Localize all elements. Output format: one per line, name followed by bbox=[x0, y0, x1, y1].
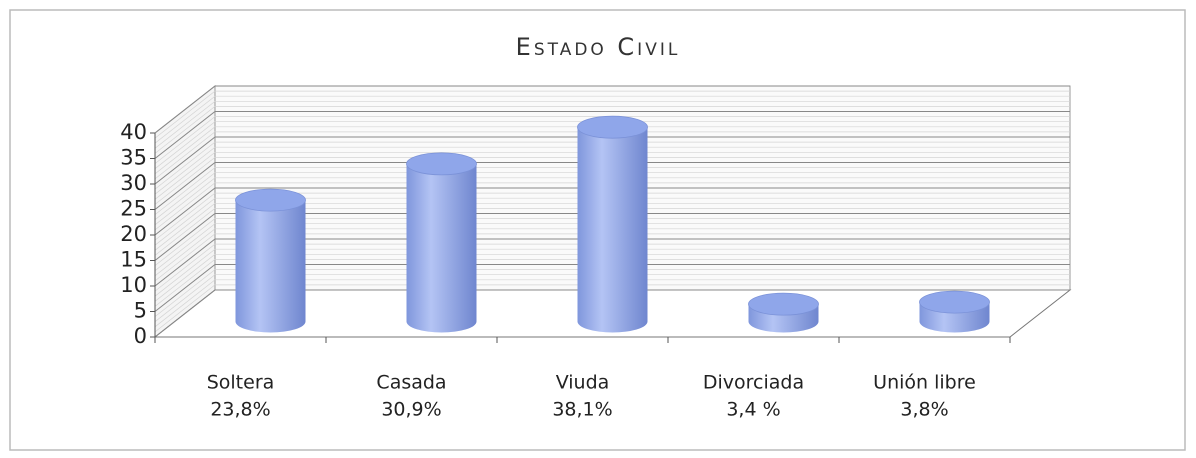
minor-grid bbox=[154, 269, 1070, 317]
minor-grid bbox=[154, 228, 1070, 277]
value-label: 23,8% bbox=[210, 399, 270, 421]
minor-grid bbox=[154, 141, 1070, 190]
bar bbox=[406, 152, 477, 333]
minor-grid bbox=[154, 243, 1070, 292]
y-tick-label: 40 bbox=[120, 120, 147, 144]
y-tick-label: 35 bbox=[120, 146, 147, 170]
minor-grid bbox=[154, 106, 1070, 154]
minor-grid bbox=[154, 233, 1070, 282]
minor-grid bbox=[154, 167, 1070, 215]
minor-grid bbox=[154, 172, 1070, 220]
bar bbox=[235, 188, 306, 333]
y-tick-label: 30 bbox=[120, 171, 147, 195]
minor-grid bbox=[154, 90, 1070, 139]
bar-part bbox=[235, 188, 306, 212]
y-tick-label: 25 bbox=[120, 197, 147, 221]
minor-grid bbox=[154, 197, 1070, 246]
minor-grid bbox=[154, 126, 1070, 175]
bar-part bbox=[577, 127, 648, 333]
x-tick-label: Casada bbox=[376, 372, 446, 394]
y-tick-label: 15 bbox=[120, 248, 147, 272]
value-label: 38,1% bbox=[552, 399, 612, 421]
minor-grid bbox=[154, 151, 1070, 200]
x-tick-label: Divorciada bbox=[703, 372, 804, 394]
y-tick-label: 5 bbox=[134, 299, 147, 323]
grid-line bbox=[154, 264, 1070, 312]
minor-grid bbox=[154, 95, 1070, 144]
bar-part bbox=[235, 200, 306, 333]
minor-grid bbox=[154, 100, 1070, 149]
minor-grid bbox=[154, 208, 1070, 256]
grid-line bbox=[154, 136, 1070, 185]
value-label: 3,8% bbox=[900, 399, 948, 421]
bar-part bbox=[406, 163, 477, 333]
x-tick-label: Viuda bbox=[556, 372, 610, 394]
minor-grid bbox=[154, 177, 1070, 226]
bar-part bbox=[577, 115, 648, 139]
minor-grid bbox=[154, 202, 1070, 251]
minor-grid bbox=[154, 248, 1070, 297]
y-tick-label: 20 bbox=[120, 222, 147, 246]
bar-part bbox=[748, 292, 819, 316]
minor-grid bbox=[154, 218, 1070, 266]
y-tick-label: 10 bbox=[120, 273, 147, 297]
grid-line bbox=[154, 238, 1070, 287]
x-tick-label: Unión libre bbox=[873, 372, 976, 394]
minor-grid bbox=[154, 253, 1070, 302]
minor-grid bbox=[154, 274, 1070, 322]
bar bbox=[748, 292, 819, 333]
grid-line bbox=[154, 111, 1070, 159]
minor-grid bbox=[154, 192, 1070, 241]
minor-grid bbox=[154, 121, 1070, 169]
minor-grid bbox=[154, 284, 1070, 333]
bar bbox=[577, 115, 648, 333]
chart-title: Estado Civil bbox=[516, 33, 681, 61]
grid-line bbox=[154, 85, 1070, 134]
minor-grid bbox=[154, 116, 1070, 164]
grid-line bbox=[154, 162, 1070, 210]
minor-grid bbox=[154, 131, 1070, 180]
minor-grid bbox=[154, 146, 1070, 195]
bar bbox=[919, 290, 990, 333]
minor-grid bbox=[154, 157, 1070, 205]
bar-part bbox=[406, 152, 477, 176]
value-label: 3,4 % bbox=[726, 399, 780, 421]
y-tick-label: 0 bbox=[134, 324, 147, 348]
grid-line bbox=[154, 289, 1070, 338]
x-tick-label: Soltera bbox=[207, 372, 275, 394]
value-label: 30,9% bbox=[381, 399, 441, 421]
grid-line bbox=[154, 187, 1070, 236]
grid-line bbox=[154, 213, 1070, 261]
minor-grid bbox=[154, 279, 1070, 328]
minor-grid bbox=[154, 223, 1070, 271]
minor-grid bbox=[154, 182, 1070, 231]
minor-grid bbox=[154, 259, 1070, 307]
bar-part bbox=[919, 290, 990, 314]
